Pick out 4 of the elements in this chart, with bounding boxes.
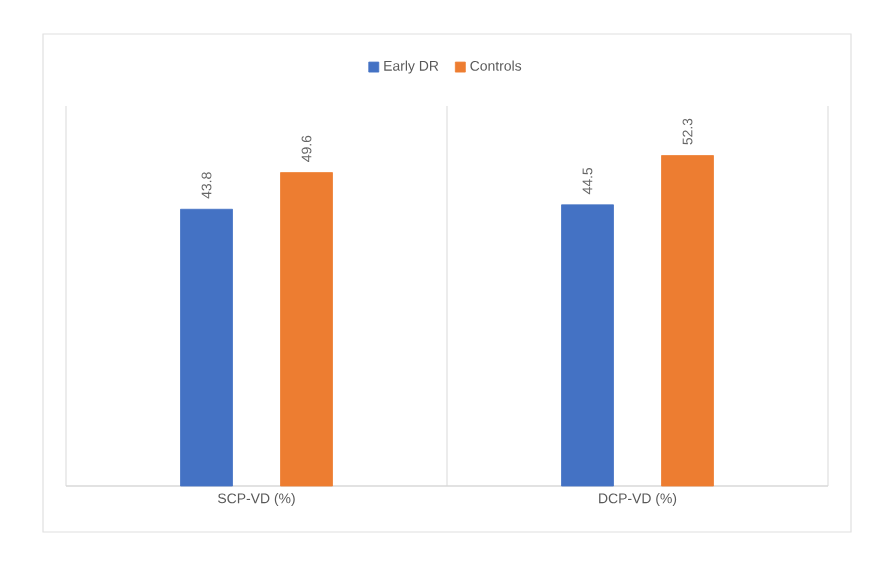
bar [280,172,333,487]
bar [180,208,233,487]
bar [561,204,614,487]
bar [661,155,714,487]
